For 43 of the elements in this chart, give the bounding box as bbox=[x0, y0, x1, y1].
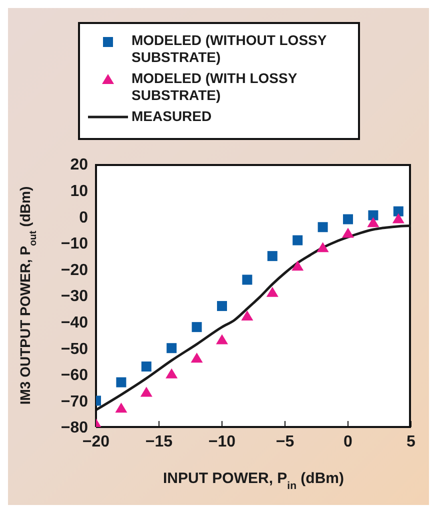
point bbox=[392, 213, 404, 224]
y-tick-label: −20 bbox=[60, 262, 88, 279]
y-tick-label: −40 bbox=[60, 314, 88, 332]
point bbox=[190, 352, 203, 363]
point bbox=[241, 310, 254, 321]
legend-label: MODELED (WITH LOSSY SUBSTRATE) bbox=[132, 70, 298, 104]
point bbox=[141, 362, 152, 372]
y-tick-label: −50 bbox=[60, 340, 88, 358]
point bbox=[116, 377, 126, 388]
legend-label: MEASURED bbox=[132, 108, 212, 125]
y-tick-label: −60 bbox=[60, 367, 88, 384]
point bbox=[292, 235, 303, 246]
x-tick-label: −10 bbox=[208, 433, 236, 450]
y-tick-label: −30 bbox=[60, 288, 88, 306]
point bbox=[115, 402, 128, 413]
point bbox=[316, 242, 329, 252]
y-tick-label: 0 bbox=[79, 209, 88, 226]
point bbox=[166, 368, 178, 378]
point bbox=[266, 286, 278, 297]
point bbox=[267, 251, 278, 262]
point bbox=[242, 274, 252, 285]
y-tick-label: −10 bbox=[60, 236, 88, 253]
point bbox=[140, 386, 152, 397]
legend-label: MODELED (WITHOUT LOSSY SUBSTRATE) bbox=[132, 32, 328, 66]
y-tick-label: 20 bbox=[70, 156, 88, 174]
point bbox=[343, 214, 353, 224]
y-tick-label: −70 bbox=[60, 393, 88, 410]
point bbox=[342, 228, 354, 238]
point bbox=[216, 334, 228, 344]
point bbox=[292, 260, 304, 271]
point bbox=[318, 222, 328, 232]
point bbox=[368, 210, 378, 220]
y-tick-label: 10 bbox=[70, 182, 88, 200]
x-tick-label: −5 bbox=[276, 433, 294, 450]
point bbox=[217, 301, 227, 312]
x-axis-title: INPUT POWER, P$_{in}$ (dBm) bbox=[162, 470, 344, 492]
x-tick-label: −15 bbox=[145, 433, 173, 450]
point bbox=[166, 343, 177, 354]
point bbox=[192, 322, 202, 332]
point bbox=[367, 217, 380, 228]
point bbox=[393, 206, 404, 216]
x-tick-label: 0 bbox=[344, 433, 353, 450]
x-tick-label: 5 bbox=[406, 433, 416, 450]
